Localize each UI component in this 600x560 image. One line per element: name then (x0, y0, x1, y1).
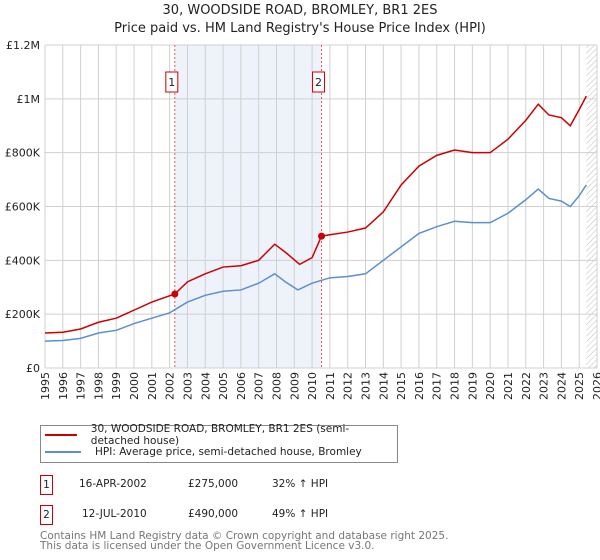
x-tick-label: 2000 (128, 372, 141, 400)
footer: Contains HM Land Registry data © Crown c… (40, 530, 449, 552)
y-tick-label: £800K (5, 147, 41, 160)
price-line (44, 95, 587, 334)
plot-area: 1995 1996 1997 1998 1999 2000 2001 2002 2003 2004… (5, 39, 600, 400)
x-tick-label: 2008 (270, 372, 283, 400)
sale-marker-2: 2 (40, 505, 53, 525)
chart-title: 30, WOODSIDE ROAD, BROMLEY, BR1 2ES (162, 3, 438, 18)
y-tick-label: £200K (5, 308, 41, 321)
legend-label-hpi: HPI: Average price, semi-detached house,… (95, 446, 362, 458)
sale-marker-1: 1 (40, 475, 53, 495)
x-tick-label: 2017 (431, 372, 444, 400)
x-tick-label: 2004 (199, 372, 212, 400)
sale-date: 12-JUL-2010 (82, 508, 147, 520)
x-tick-label: 2018 (449, 372, 462, 400)
x-tick-label: 2025 (573, 372, 586, 400)
sale-date: 16-APR-2002 (79, 478, 147, 490)
x-tick-label: 2011 (324, 372, 337, 400)
x-tick-label: 2024 (555, 372, 568, 400)
footer-line-1: Contains HM Land Registry data © Crown c… (40, 530, 449, 542)
y-tick-label: £1M (17, 93, 41, 106)
y-tick-label: £400K (5, 254, 41, 267)
y-tick-label: £1.2M (6, 39, 40, 52)
x-tick-label: 2005 (217, 372, 230, 400)
y-tick-label: £600K (5, 201, 41, 214)
x-tick-label: 1998 (92, 372, 105, 400)
sale-label: 2 (315, 76, 322, 89)
footer-line-2: This data is licensed under the Open Gov… (40, 540, 375, 552)
x-tick-label: 1997 (75, 372, 88, 400)
y-tick-label: £0 (26, 362, 40, 375)
x-tick-label: 2003 (181, 372, 194, 400)
x-tick-label: 2002 (164, 372, 177, 400)
sale-point (171, 290, 179, 298)
sale-price: £275,000 (188, 478, 239, 490)
sale-label: 1 (168, 76, 175, 89)
x-tick-label: 1999 (110, 372, 123, 400)
sale-hpi: 49% ↑ HPI (272, 508, 329, 520)
x-tick-label: 2006 (235, 372, 248, 400)
hpi-line (44, 184, 587, 342)
sale-point (318, 232, 326, 240)
legend-swatch-red (45, 434, 77, 436)
sale-price: £490,000 (188, 508, 239, 520)
x-tick-label: 2015 (395, 372, 408, 400)
chart-subtitle: Price paid vs. HM Land Registry's House … (114, 21, 486, 36)
x-tick-label: 2014 (377, 372, 390, 400)
x-tick-label: 2012 (342, 372, 355, 400)
sale-row-2: 2 12-JUL-2010 £490,000 49% ↑ HPI (40, 505, 440, 525)
x-tick-label: 2001 (146, 372, 159, 400)
x-tick-label: 2020 (484, 372, 497, 400)
x-tick-label: 2019 (466, 372, 479, 400)
sale-hpi: 32% ↑ HPI (272, 478, 329, 490)
x-tick-label: 2016 (413, 372, 426, 400)
x-tick-label: 2007 (253, 372, 266, 400)
x-tick-label: 2009 (288, 372, 301, 400)
legend-swatch-blue (45, 451, 81, 453)
x-tick-label: 1995 (39, 372, 52, 400)
x-tick-label: 1996 (57, 372, 70, 400)
legend: 30, WOODSIDE ROAD, BROMLEY, BR1 2ES (sem… (40, 423, 398, 463)
sale-label-box (165, 71, 179, 93)
legend-label-property: 30, WOODSIDE ROAD, BROMLEY, BR1 2ES (sem… (90, 423, 350, 447)
x-tick-label: 2021 (502, 372, 515, 400)
x-tick-label: 2022 (520, 372, 533, 400)
x-tick-label: 2010 (306, 372, 319, 400)
sale-row-1: 1 16-APR-2002 £275,000 32% ↑ HPI (40, 475, 440, 495)
x-tick-label: 2026 (591, 372, 600, 400)
sale-label-box (312, 71, 326, 93)
x-tick-label: 2023 (538, 372, 551, 400)
x-tick-label: 2013 (360, 372, 373, 400)
